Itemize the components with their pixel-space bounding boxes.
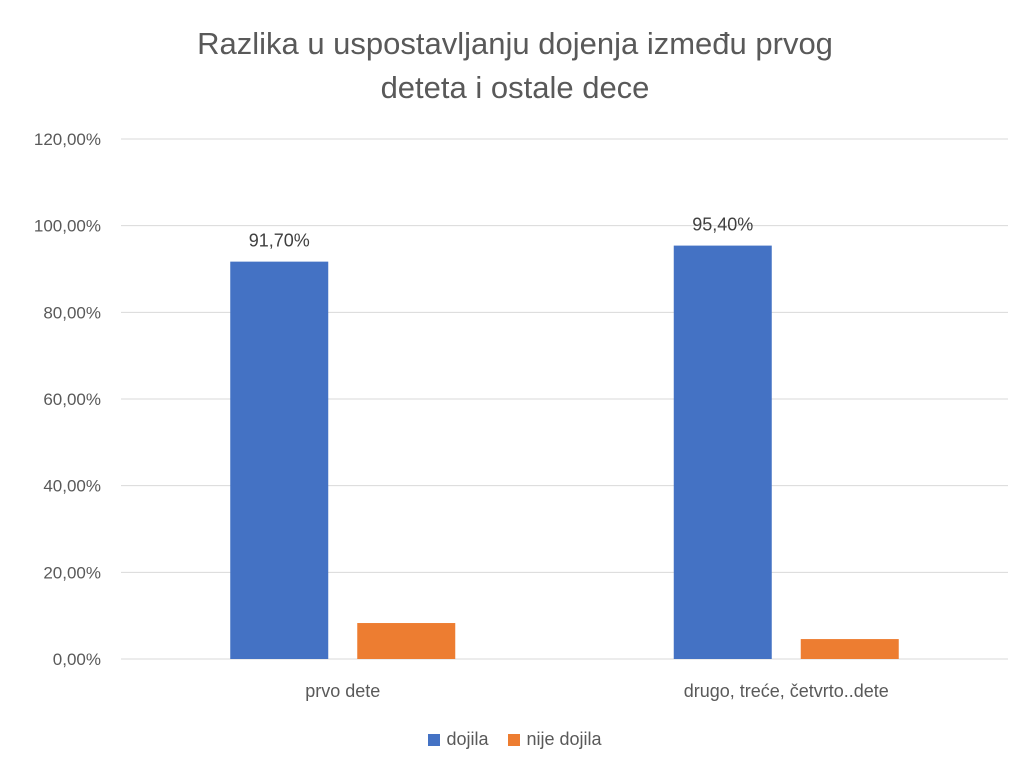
legend: dojila nije dojila — [0, 729, 1030, 750]
chart-title-line-2: deteta i ostale dece — [380, 70, 650, 105]
legend-item-dojila: dojila — [428, 729, 488, 750]
bar-dojila-0 — [230, 261, 329, 659]
legend-label-nije-dojila: nije dojila — [526, 729, 602, 749]
legend-item-nije-dojila: nije dojila — [508, 729, 602, 750]
data-label: 95,40% — [692, 215, 753, 235]
bar-nije-dojila-1 — [800, 639, 899, 659]
y-tick-label: 0,00% — [53, 650, 101, 669]
legend-swatch-dojila — [428, 733, 441, 746]
y-tick-label: 40,00% — [43, 477, 101, 496]
y-tick-label: 20,00% — [43, 563, 101, 582]
x-category-label: prvo dete — [305, 681, 380, 701]
y-tick-label: 80,00% — [43, 303, 101, 322]
chart-title-line-1: Razlika u uspostavljanju dojenja između … — [197, 26, 833, 61]
y-tick-label: 120,00% — [34, 130, 101, 149]
y-tick-label: 100,00% — [34, 217, 101, 236]
chart-title: Razlika u uspostavljanju dojenja između … — [0, 22, 1030, 110]
data-label: 91,70% — [249, 231, 310, 251]
x-category-label: drugo, treće, četvrto..dete — [684, 681, 889, 701]
legend-swatch-nije-dojila — [508, 733, 521, 746]
legend-label-dojila: dojila — [446, 729, 489, 749]
bar-nije-dojila-0 — [357, 623, 456, 659]
bar-dojila-1 — [673, 245, 772, 659]
y-tick-label: 60,00% — [43, 390, 101, 409]
